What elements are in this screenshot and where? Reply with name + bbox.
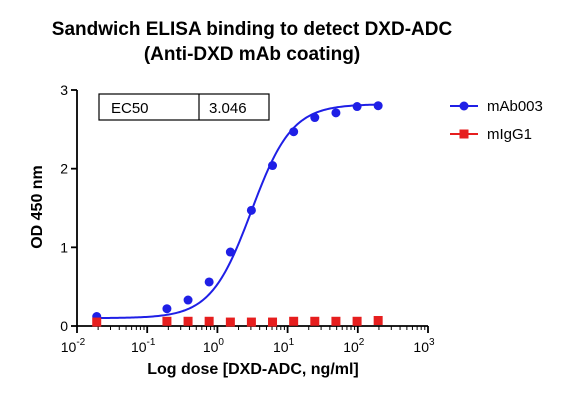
data-point-migg1 — [352, 316, 362, 326]
data-point-migg1 — [373, 315, 383, 325]
chart-title-line-1: Sandwich ELISA binding to detect DXD-ADC — [52, 19, 453, 40]
data-point-mab003 — [162, 304, 172, 314]
data-point-migg1 — [162, 316, 172, 326]
legend-label-mab003: mAb003 — [487, 98, 543, 115]
legend-marker-migg1 — [459, 129, 469, 139]
legend-marker-mab003 — [459, 101, 469, 111]
x-tick-label: 101 — [273, 337, 295, 355]
data-point-migg1 — [92, 317, 102, 327]
data-point-migg1 — [268, 317, 278, 327]
data-point-migg1 — [183, 316, 193, 326]
chart-title-line-2: (Anti-DXD mAb coating) — [144, 44, 360, 65]
ec50-value: 3.046 — [209, 100, 247, 117]
x-tick-label: 10-2 — [61, 337, 86, 355]
plot-area — [92, 101, 383, 327]
y-tick-label: 0 — [60, 318, 68, 334]
data-point-mab003 — [373, 101, 383, 111]
data-point-mab003 — [310, 113, 320, 123]
data-point-mab003 — [204, 277, 214, 287]
data-point-mab003 — [183, 295, 193, 305]
x-tick-label: 102 — [343, 337, 365, 355]
x-axis-title: Log dose [DXD-ADC, ng/ml] — [147, 361, 359, 378]
data-point-migg1 — [204, 316, 214, 326]
legend-label-migg1: mIgG1 — [487, 126, 532, 143]
fit-curve-mab003 — [96, 103, 379, 320]
data-point-migg1 — [289, 316, 299, 326]
x-tick-label: 10-1 — [131, 337, 156, 355]
data-point-mab003 — [246, 205, 256, 215]
axes — [71, 89, 429, 333]
x-tick-label: 100 — [203, 337, 225, 355]
data-point-mab003 — [352, 102, 362, 112]
y-tick-label: 1 — [60, 239, 68, 255]
data-point-migg1 — [331, 316, 341, 326]
data-point-mab003 — [331, 108, 341, 118]
ec50-table: EC50 3.046 — [98, 93, 270, 121]
data-point-migg1 — [310, 316, 320, 326]
x-tick-label: 103 — [413, 337, 435, 355]
y-tick-label: 3 — [60, 82, 68, 98]
y-tick-label: 2 — [60, 161, 68, 177]
ec50-table-border — [98, 93, 270, 121]
data-point-mab003 — [225, 247, 235, 257]
data-point-mab003 — [268, 161, 278, 171]
legend: mAb003 mIgG1 — [450, 98, 543, 143]
data-point-migg1 — [225, 317, 235, 327]
y-axis-title: OD 450 nm — [29, 165, 46, 249]
tick-labels: 0 1 2 3 10-2 10-1 100 101 102 103 — [60, 82, 435, 355]
data-point-mab003 — [289, 127, 299, 137]
ec50-label: EC50 — [111, 100, 149, 117]
data-point-migg1 — [246, 317, 256, 327]
